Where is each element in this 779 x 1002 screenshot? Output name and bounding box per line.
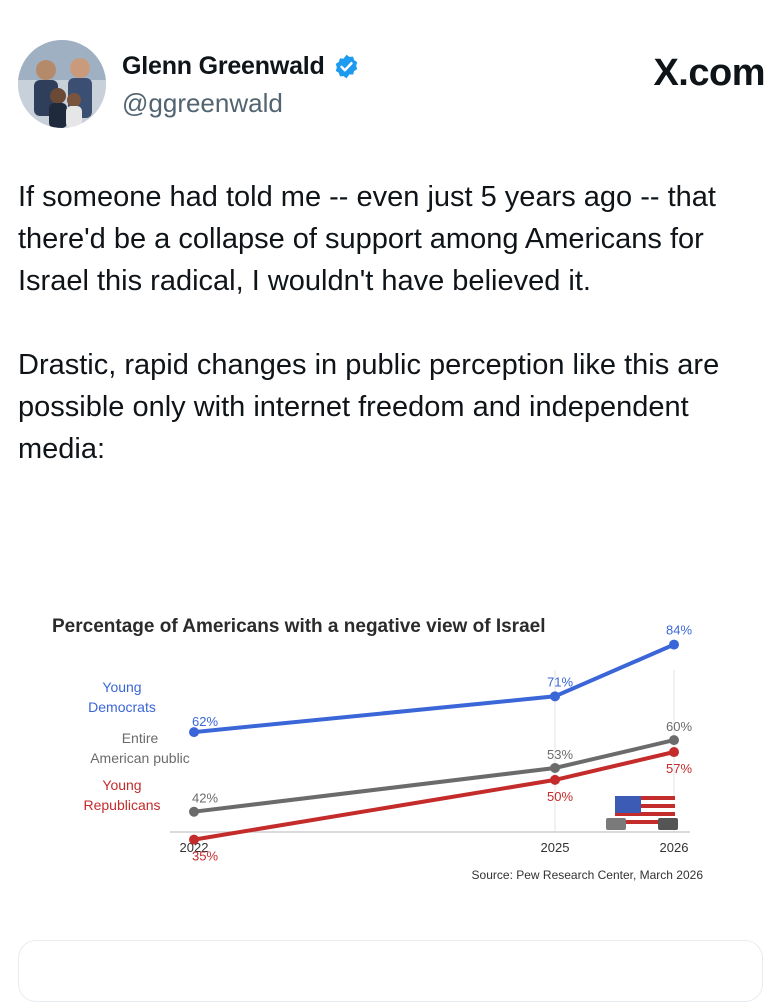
data-point [189, 834, 199, 845]
verified-badge-icon [333, 53, 360, 80]
series-label: American public [90, 750, 190, 766]
data-point [550, 691, 560, 702]
avatar[interactable] [18, 40, 106, 128]
x-tick-label: 2025 [541, 840, 570, 855]
series-label: Entire [122, 730, 159, 746]
data-point [189, 727, 199, 738]
series-label: Young [102, 777, 141, 793]
data-point [550, 762, 560, 773]
author-name-row[interactable]: Glenn Greenwald [122, 52, 360, 81]
data-point [669, 747, 679, 758]
data-point [669, 735, 679, 746]
tweet-header: Glenn Greenwald @ggreenwald X.com [18, 40, 765, 132]
data-label: 71% [547, 674, 573, 689]
tweet-text: If someone had told me -- even just 5 ye… [18, 176, 763, 470]
us-flag-icon [606, 796, 678, 830]
data-label: 62% [192, 714, 218, 729]
x-tick-label: 2022 [180, 840, 209, 855]
data-point [550, 774, 560, 785]
chart-title: Percentage of Americans with a negative … [52, 616, 546, 637]
quoted-card[interactable] [18, 940, 763, 1002]
series-label: Young [102, 679, 141, 695]
series-label: Democrats [88, 699, 156, 715]
data-label: 60% [666, 719, 692, 734]
author-handle[interactable]: @ggreenwald [122, 88, 283, 118]
data-label: 84% [666, 623, 692, 638]
author-display-name[interactable]: Glenn Greenwald [122, 52, 325, 80]
chart-image[interactable]: Percentage of Americans with a negative … [40, 600, 740, 900]
tweet-paragraph: Drastic, rapid changes in public percept… [18, 349, 720, 465]
data-label: 35% [192, 849, 218, 864]
data-label: 50% [547, 789, 573, 804]
avatar-photo [18, 40, 106, 128]
data-point [189, 806, 199, 817]
data-label: 57% [666, 761, 692, 776]
line-chart: 2022 2025 2026 62% 71% 84% Young Democrats 42% 53… [83, 623, 704, 882]
data-label: 53% [547, 747, 573, 762]
x-tick-label: 2026 [660, 840, 689, 855]
x-com-logo: X.com [653, 52, 765, 95]
series-label: Republicans [83, 797, 160, 813]
chart-source: Source: Pew Research Center, March 2026 [472, 868, 704, 882]
series-line-2 [192, 750, 676, 842]
brand-label: X.com [653, 52, 765, 94]
tweet-paragraph: If someone had told me -- even just 5 ye… [18, 181, 716, 297]
series-line-0 [192, 642, 676, 735]
data-point [669, 639, 679, 650]
data-label: 42% [192, 791, 218, 806]
